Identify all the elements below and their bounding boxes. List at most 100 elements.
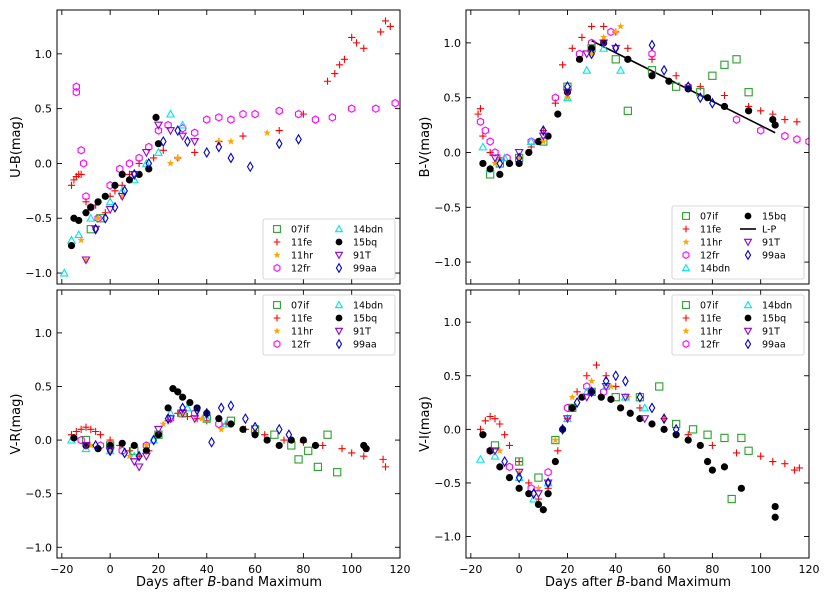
data-point [626, 409, 634, 417]
legend-marker [273, 301, 281, 309]
data-point [227, 420, 235, 428]
legend-marker [682, 250, 690, 260]
data-point [275, 126, 283, 135]
data-point [360, 452, 368, 460]
data-point [348, 33, 356, 41]
data-point [582, 393, 592, 402]
data-point [130, 441, 138, 450]
series-11fe [476, 361, 803, 503]
legend-marker [744, 338, 752, 350]
legend-marker [273, 263, 281, 273]
legend-marker [335, 238, 343, 246]
data-point [208, 436, 215, 448]
data-point [191, 148, 199, 157]
data-point [81, 256, 91, 265]
legend-label: 11fe [291, 314, 312, 325]
y-tick-label: 0.5 [444, 92, 462, 105]
plot-frame [465, 289, 810, 559]
data-point [92, 223, 99, 235]
x-tick-label: 120 [390, 563, 411, 576]
data-point [795, 464, 803, 472]
data-point [190, 415, 200, 424]
data-point [106, 445, 114, 457]
legend-label: 14bdn [762, 301, 792, 312]
data-point [622, 375, 629, 387]
data-point [352, 39, 361, 47]
x-tick-label: −20 [459, 563, 482, 576]
data-point [479, 159, 487, 168]
data-point [105, 206, 115, 215]
data-point [573, 396, 581, 409]
y-axis-label: V-I(mag) [418, 396, 433, 452]
data-point [391, 98, 399, 108]
legend-marker [682, 225, 690, 233]
data-point [340, 55, 349, 63]
x-tick-label: 20 [560, 563, 574, 576]
data-point [781, 116, 789, 124]
y-tick-label: 1.0 [444, 316, 462, 329]
data-point [82, 192, 90, 201]
legend-marker [335, 262, 343, 274]
data-point [745, 107, 753, 115]
data-point [70, 434, 78, 442]
series-99aa [92, 400, 293, 462]
series-07if [486, 44, 753, 179]
data-point [771, 513, 779, 521]
data-point [544, 468, 552, 477]
data-point [478, 142, 488, 151]
legend-box [671, 205, 805, 280]
data-point [101, 192, 109, 200]
data-point [59, 268, 69, 277]
legend-label: 11fe [700, 225, 721, 236]
data-point [154, 126, 163, 135]
y-tick-label: −0.5 [434, 477, 461, 490]
data-point [381, 17, 390, 25]
series-15bq [70, 385, 370, 455]
data-point [164, 413, 172, 425]
y-axis-label: V-R(mag) [9, 394, 24, 455]
series-14bdn [59, 109, 188, 277]
data-point [620, 393, 630, 402]
y-tick-label: 0.5 [444, 370, 462, 383]
data-point [539, 137, 548, 145]
data-point [491, 415, 499, 423]
data-point [496, 170, 504, 178]
legend: 07if 11fe 11hr 12fr 14bdn 15bq 91T 99aa [262, 294, 396, 356]
data-point [91, 225, 101, 234]
data-point [793, 135, 801, 144]
y-tick-label: 0.0 [444, 423, 462, 436]
data-point [227, 152, 235, 164]
data-point [655, 382, 664, 391]
data-point [263, 436, 271, 444]
data-point [186, 398, 194, 407]
data-point [720, 433, 729, 443]
data-point [720, 91, 729, 100]
data-point [486, 165, 494, 173]
data-point [105, 197, 115, 206]
data-point [732, 55, 741, 64]
legend-marker [335, 338, 343, 350]
data-point [640, 403, 650, 412]
legend-marker [743, 300, 753, 309]
data-point [601, 383, 611, 392]
data-point [529, 494, 539, 503]
data-point [94, 214, 102, 222]
data-point [203, 407, 211, 419]
legend-marker [744, 314, 752, 322]
legend-label: 99aa [762, 251, 786, 262]
series-11fe [474, 22, 801, 168]
series-11hr [491, 22, 625, 167]
series-11hr [77, 128, 271, 264]
legend-label: 91T [353, 327, 371, 338]
y-tick-label: 0.5 [35, 380, 53, 393]
data-point [607, 395, 615, 403]
data-point [602, 375, 610, 387]
data-point [87, 425, 95, 433]
data-point [648, 39, 656, 51]
data-point [525, 148, 533, 157]
data-point [671, 419, 681, 429]
legend-marker [273, 251, 281, 259]
y-tick-label: −0.5 [25, 488, 52, 501]
data-point [732, 115, 741, 124]
